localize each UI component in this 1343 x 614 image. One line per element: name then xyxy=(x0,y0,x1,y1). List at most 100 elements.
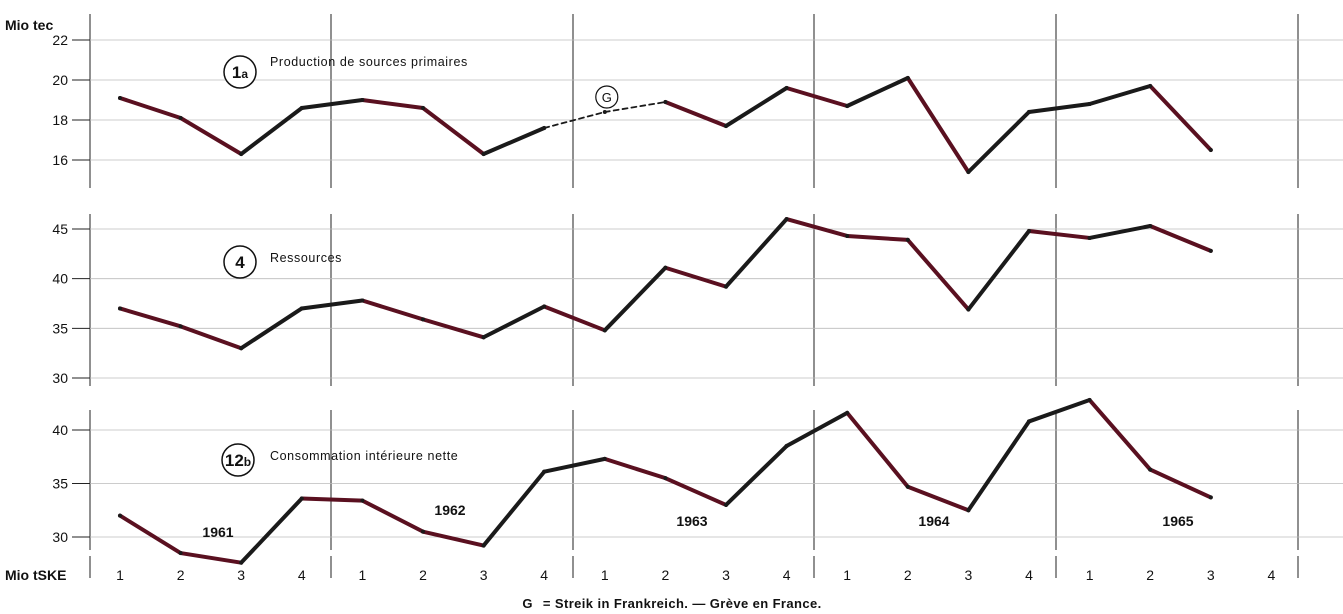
line-segment xyxy=(543,111,606,129)
badge-main: 12 xyxy=(225,451,244,470)
line-segment xyxy=(845,233,910,242)
data-point xyxy=(602,328,607,333)
badge-main: 4 xyxy=(235,253,245,272)
data-point xyxy=(1208,495,1213,500)
line-segment xyxy=(421,529,486,548)
text-layer: Mio tec Mio tSKE G = Streik in Frankreic… xyxy=(5,17,1276,611)
line-segment xyxy=(299,98,365,110)
data-point xyxy=(178,324,183,329)
data-point xyxy=(966,307,971,312)
line-segment xyxy=(118,306,183,329)
x-tick-label: 2 xyxy=(419,567,427,583)
data-point xyxy=(1148,224,1153,229)
data-point xyxy=(481,543,486,548)
footnote: G = Streik in Frankreich. — Grève en Fra… xyxy=(522,596,821,611)
line-segment xyxy=(724,444,789,507)
series-title: Ressources xyxy=(270,251,342,265)
badge-sub: a xyxy=(241,67,248,81)
line-segment xyxy=(905,76,971,174)
line-segment xyxy=(1087,398,1153,472)
annotation-label: G xyxy=(602,90,612,105)
line-segment xyxy=(966,110,1031,174)
data-point xyxy=(602,456,607,461)
line-segment xyxy=(1027,398,1092,424)
data-point xyxy=(663,476,668,481)
data-point xyxy=(1087,398,1092,403)
y-tick-label: 35 xyxy=(52,320,68,336)
x-tick-label: 3 xyxy=(237,567,245,583)
data-point xyxy=(1148,84,1153,88)
data-point xyxy=(542,126,547,130)
line-segment xyxy=(118,96,183,120)
year-label: 1963 xyxy=(676,513,707,529)
y-tick-label: 30 xyxy=(52,370,68,386)
line-segment xyxy=(178,324,244,351)
data-point xyxy=(421,317,425,322)
x-tick-label: 2 xyxy=(177,567,185,583)
line-segment xyxy=(724,217,789,289)
data-point xyxy=(542,304,547,309)
line-segment xyxy=(1087,224,1153,240)
line-segment xyxy=(905,237,971,312)
x-tick-label: 1 xyxy=(843,567,851,583)
y-tick-label: 18 xyxy=(52,112,68,128)
x-tick-label: 3 xyxy=(480,567,488,583)
line-segment xyxy=(1027,228,1092,240)
x-tick-label: 1 xyxy=(359,567,367,583)
data-point xyxy=(239,346,244,351)
line-segment xyxy=(905,484,971,513)
data-point xyxy=(905,237,910,242)
line-segment xyxy=(239,106,304,156)
data-point xyxy=(1027,419,1031,424)
data-point xyxy=(421,106,425,110)
data-point xyxy=(845,233,850,238)
y-tick-label: 40 xyxy=(52,422,68,438)
data-point xyxy=(542,469,547,474)
line-segment xyxy=(663,100,728,128)
data-point xyxy=(360,298,365,303)
line-segment xyxy=(360,98,425,110)
line-layer xyxy=(118,76,1213,565)
y-tick-label: 16 xyxy=(52,152,68,168)
data-point xyxy=(360,498,365,503)
line-segment xyxy=(845,410,910,489)
data-point xyxy=(118,306,122,311)
x-tick-label: 3 xyxy=(965,567,973,583)
series-title: Consommation intérieure nette xyxy=(270,449,458,463)
line-segment xyxy=(784,86,850,108)
year-label: 1961 xyxy=(202,524,233,540)
data-point xyxy=(299,306,304,311)
x-tick-label: 1 xyxy=(1086,567,1094,583)
data-point xyxy=(1208,148,1213,152)
data-point xyxy=(966,170,971,174)
data-point xyxy=(481,335,486,340)
line-segment xyxy=(1148,224,1213,253)
line-segment xyxy=(239,306,304,351)
year-label: 1965 xyxy=(1162,513,1193,529)
line-segment xyxy=(481,126,547,156)
line-segment xyxy=(239,496,304,565)
x-tick-label: 4 xyxy=(1025,567,1033,583)
line-segment xyxy=(421,106,486,156)
series-badge-text: 12b xyxy=(225,451,251,470)
line-segment xyxy=(602,456,668,481)
x-unit-label: Mio tSKE xyxy=(5,567,66,583)
x-tick-label: 4 xyxy=(783,567,791,583)
line-segment xyxy=(966,419,1031,513)
x-tick-label: 4 xyxy=(298,567,306,583)
line-segment xyxy=(663,265,728,289)
data-point xyxy=(1148,467,1153,472)
x-tick-label: 4 xyxy=(540,567,548,583)
line-segment xyxy=(421,317,486,340)
line-segment xyxy=(360,498,425,534)
footnote-prefix: G xyxy=(522,596,533,611)
data-point xyxy=(663,100,668,104)
data-point xyxy=(966,508,971,513)
data-point xyxy=(481,152,486,156)
data-point xyxy=(1027,228,1031,233)
y-tick-label: 22 xyxy=(52,32,68,48)
annotation-circle xyxy=(595,85,619,109)
data-point xyxy=(118,513,122,518)
line-segment xyxy=(360,298,425,322)
